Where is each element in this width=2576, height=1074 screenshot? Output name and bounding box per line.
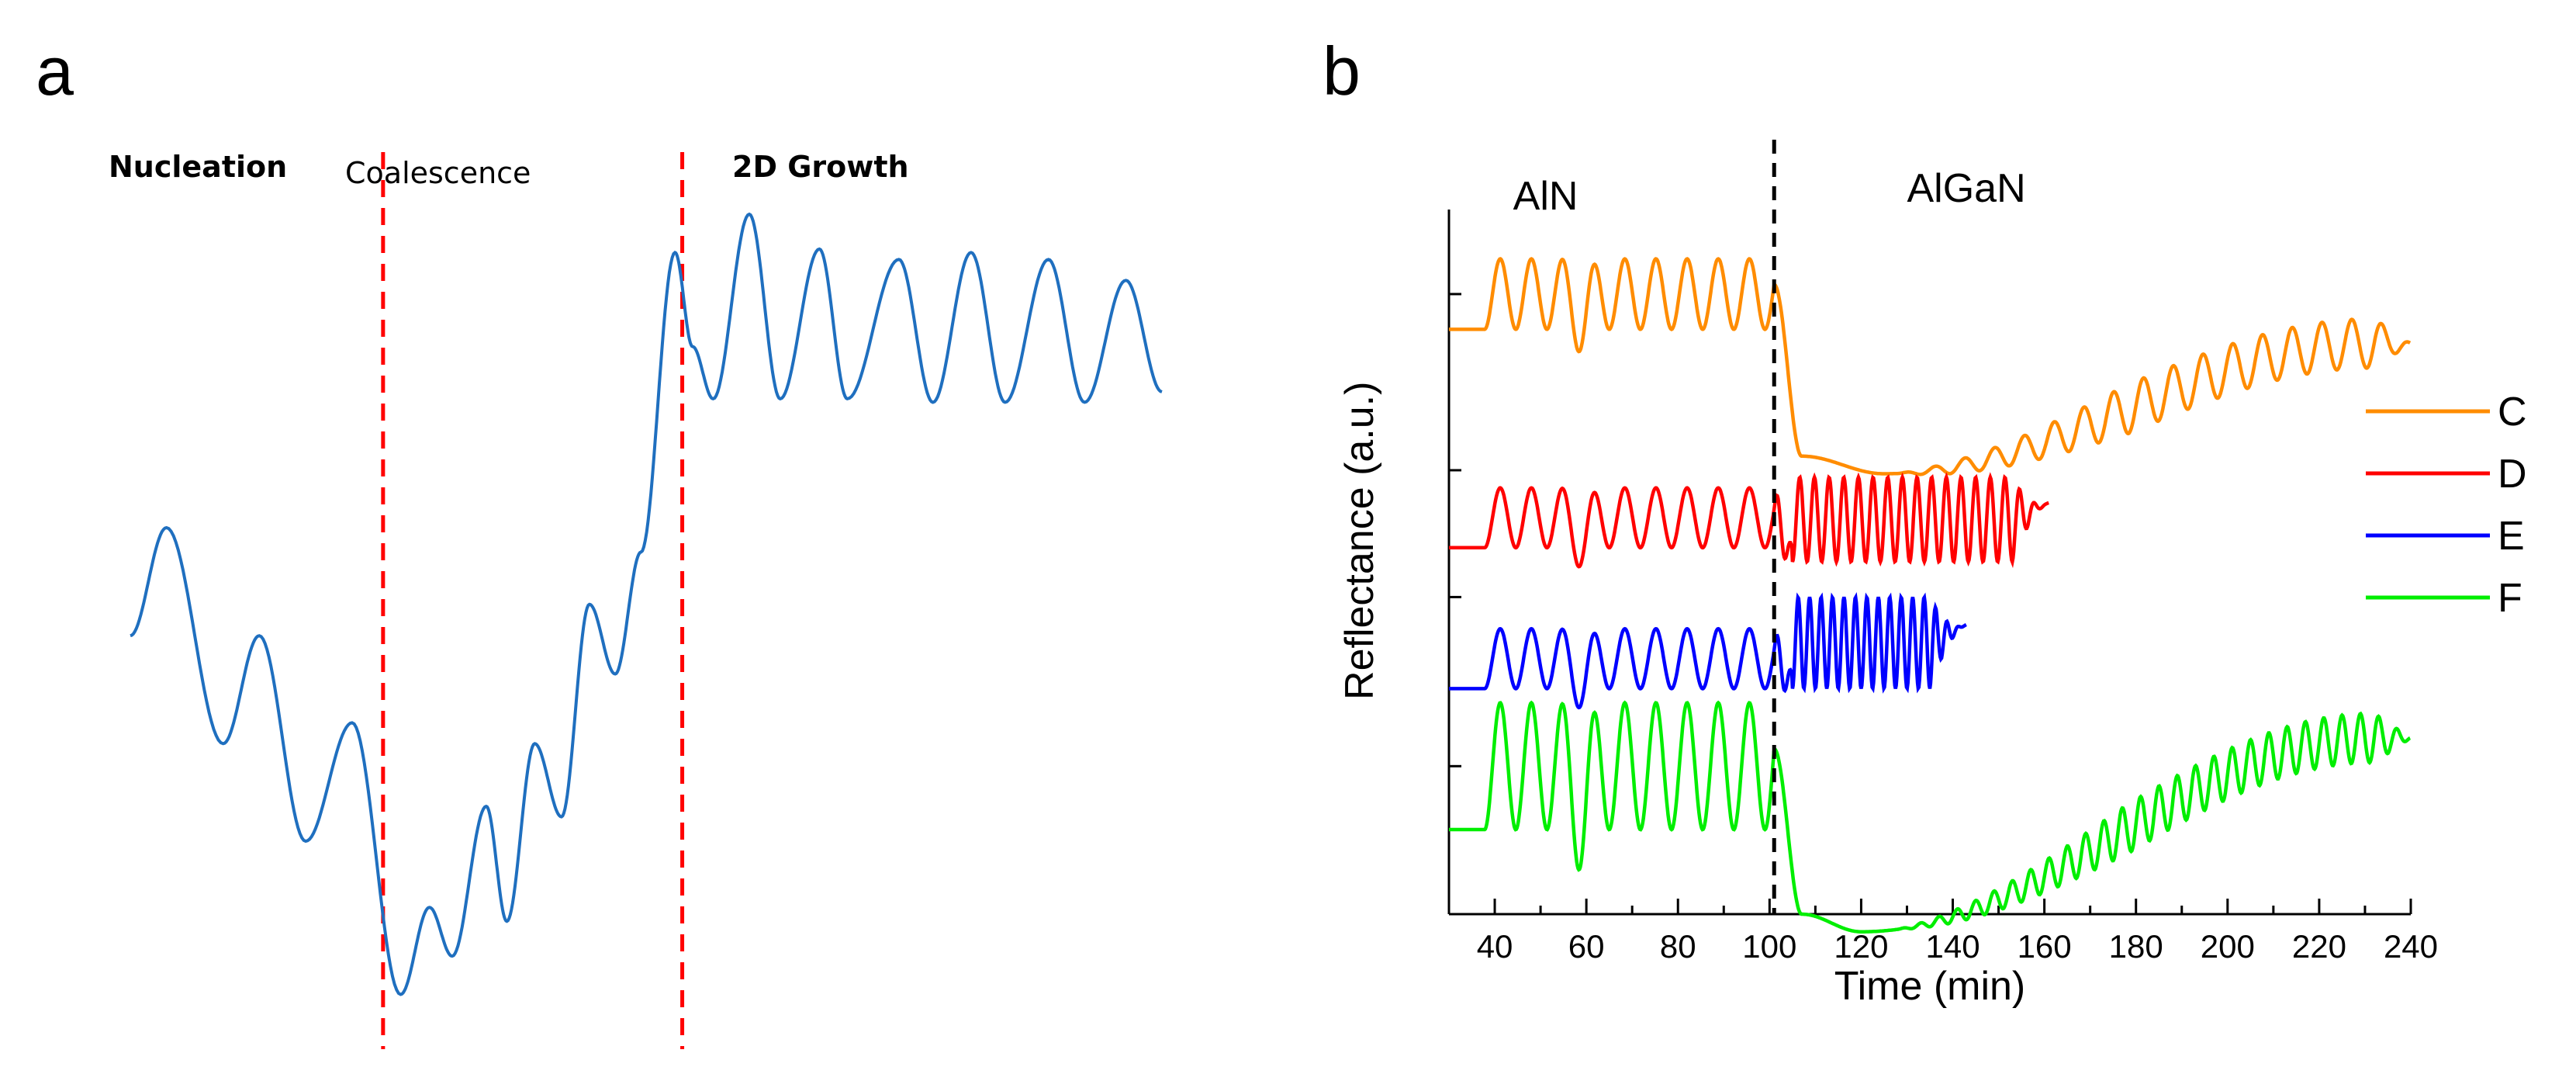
phase-label-2d-growth: 2D Growth: [732, 150, 909, 184]
x-tick-label: 220: [2292, 928, 2346, 965]
legend-label-E: E: [2498, 514, 2525, 559]
panel-b-label: b: [1323, 33, 1361, 109]
x-tick-label: 200: [2201, 928, 2255, 965]
x-tick-label: 40: [1477, 928, 1513, 965]
x-axis-title: Time (min): [1834, 964, 2026, 1009]
series-line-D: [1449, 472, 2049, 569]
legend-label-F: F: [2498, 576, 2522, 621]
legend-label-D: D: [2498, 452, 2527, 497]
series-line-F: [1449, 700, 2412, 934]
x-tick-label: 80: [1660, 928, 1696, 965]
series-group-b: [1449, 257, 2412, 934]
panel-a: a Nucleation Coalescence 2D Growth: [36, 33, 1163, 1049]
y-axis-title: Reflectance (a.u.): [1337, 382, 1382, 700]
legend-label-C: C: [2498, 390, 2527, 435]
x-tick-label: 240: [2384, 928, 2438, 965]
series-line-C: [1449, 257, 2412, 476]
reflectance-curve-a: [130, 212, 1163, 996]
region-label-aln: AlN: [1513, 174, 1578, 219]
x-tick-label: 160: [2018, 928, 2072, 965]
phase-label-nucleation: Nucleation: [109, 150, 287, 184]
x-tick-label: 100: [1742, 928, 1796, 965]
axes-b: 40 60 80 100 120 140 160 180 200 220 240: [1447, 210, 2438, 965]
phase-label-coalescence: Coalescence: [345, 156, 531, 190]
series-line-E: [1449, 591, 1967, 710]
x-tick-label: 120: [1834, 928, 1888, 965]
panel-b: b 40 60 80 100 120 140 160 180 200 220 240 AlN AlG…: [1323, 33, 2527, 1009]
x-tick-label: 60: [1568, 928, 1605, 965]
panel-a-label: a: [36, 33, 74, 109]
x-tick-label: 140: [1925, 928, 1980, 965]
region-label-algan: AlGaN: [1907, 166, 2025, 211]
x-tick-label: 180: [2109, 928, 2163, 965]
